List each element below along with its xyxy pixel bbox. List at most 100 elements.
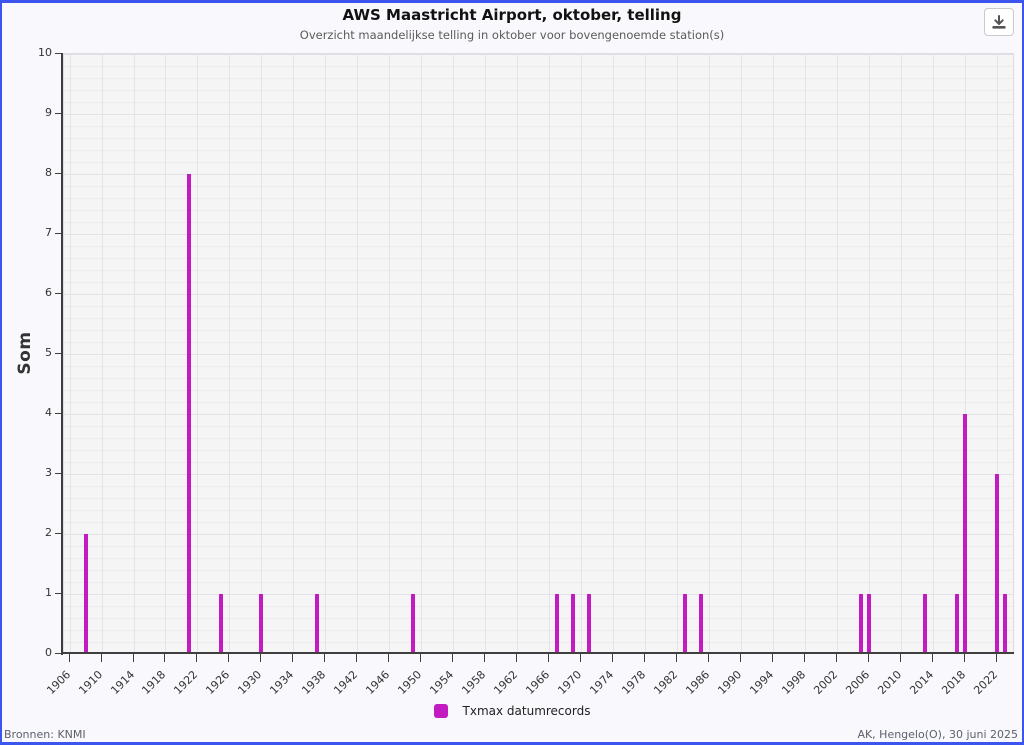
gridline-vertical: [645, 54, 646, 652]
x-axis-tick: [292, 654, 293, 662]
bar[interactable]: [571, 594, 575, 652]
gridline-minor: [64, 521, 1013, 523]
gridline-minor: [64, 581, 1013, 583]
x-axis-tick: [580, 654, 581, 662]
gridline-minor: [64, 437, 1013, 439]
gridline-vertical: [773, 54, 774, 652]
y-axis-line: [61, 53, 63, 655]
gridline-vertical: [677, 54, 678, 652]
y-axis-tick: [55, 292, 62, 294]
gridline-vertical: [805, 54, 806, 652]
gridline-vertical: [421, 54, 422, 652]
gridline-minor: [64, 329, 1013, 331]
bar[interactable]: [1003, 594, 1007, 652]
gridline-minor: [64, 509, 1013, 511]
bar[interactable]: [923, 594, 927, 652]
gridline-minor: [64, 77, 1013, 79]
download-button[interactable]: [984, 8, 1014, 36]
bar[interactable]: [995, 474, 999, 652]
x-axis-tick: [612, 654, 613, 662]
bar[interactable]: [187, 174, 191, 652]
x-axis-tick: [420, 654, 421, 662]
gridline-minor: [64, 245, 1013, 247]
chart-subtitle: Overzicht maandelijkse telling in oktobe…: [299, 28, 725, 42]
gridline-minor: [64, 545, 1013, 547]
y-tick-label: 9: [45, 106, 52, 119]
gridline-major: [64, 54, 1013, 55]
bar[interactable]: [867, 594, 871, 652]
y-axis-tick: [55, 472, 62, 474]
footer-source: Bronnen: KNMI: [4, 728, 86, 741]
gridline-vertical: [613, 54, 614, 652]
gridline-minor: [64, 161, 1013, 163]
gridline-vertical: [134, 54, 135, 652]
gridline-vertical: [709, 54, 710, 652]
legend-item-txmax[interactable]: Txmax datumrecords: [433, 704, 590, 718]
bar[interactable]: [315, 594, 319, 652]
gridline-major: [64, 593, 1013, 595]
bar[interactable]: [555, 594, 559, 652]
y-axis-tick: [55, 592, 62, 594]
gridline-minor: [64, 617, 1013, 619]
bar[interactable]: [411, 594, 415, 652]
gridline-minor: [64, 197, 1013, 199]
bar[interactable]: [859, 594, 863, 652]
x-axis-line: [61, 652, 1014, 654]
gridline-vertical: [869, 54, 870, 652]
download-icon: [992, 15, 1006, 29]
gridline-vertical: [517, 54, 518, 652]
x-axis-tick: [196, 654, 197, 662]
plot-area: [63, 53, 1014, 653]
gridline-minor: [64, 461, 1013, 463]
gridline-major: [64, 533, 1013, 535]
bar[interactable]: [219, 594, 223, 652]
x-axis-tick: [996, 654, 997, 662]
x-axis-tick: [260, 654, 261, 662]
gridline-major: [64, 353, 1013, 355]
bar[interactable]: [587, 594, 591, 652]
bar[interactable]: [259, 594, 263, 652]
y-axis-tick: [55, 232, 62, 234]
y-axis-tick: [55, 412, 62, 414]
bar[interactable]: [699, 594, 703, 652]
bar[interactable]: [963, 414, 967, 652]
y-axis-tick: [55, 532, 62, 534]
gridline-minor: [64, 341, 1013, 343]
x-axis-tick: [644, 654, 645, 662]
y-axis-tick: [55, 652, 62, 654]
gridline-vertical: [197, 54, 198, 652]
y-tick-label: 4: [45, 406, 52, 419]
legend: Txmax datumrecords: [0, 704, 1024, 718]
gridline-major: [64, 413, 1013, 415]
gridline-minor: [64, 485, 1013, 487]
gridline-vertical: [229, 54, 230, 652]
bar[interactable]: [955, 594, 959, 652]
chart-title: AWS Maastricht Airport, oktober, telling: [342, 6, 682, 24]
gridline-minor: [64, 557, 1013, 559]
gridline-minor: [64, 425, 1013, 427]
gridline-major: [64, 293, 1013, 295]
gridline-vertical: [165, 54, 166, 652]
gridline-vertical: [965, 54, 966, 652]
footer-credit: AK, Hengelo(O), 30 juni 2025: [857, 728, 1018, 741]
gridline-minor: [64, 605, 1013, 607]
x-axis-tick: [388, 654, 389, 662]
gridline-minor: [64, 449, 1013, 451]
gridline-vertical: [293, 54, 294, 652]
x-axis-tick: [356, 654, 357, 662]
y-axis-tick: [55, 52, 62, 54]
x-axis-tick: [772, 654, 773, 662]
bar[interactable]: [683, 594, 687, 652]
gridline-minor: [64, 629, 1013, 631]
gridline-minor: [64, 401, 1013, 403]
gridline-vertical: [453, 54, 454, 652]
y-tick-label: 8: [45, 166, 52, 179]
x-axis-tick: [900, 654, 901, 662]
y-tick-label: 10: [38, 46, 52, 59]
gridline-major: [64, 233, 1013, 235]
gridline-vertical: [741, 54, 742, 652]
bar[interactable]: [84, 534, 88, 652]
gridline-minor: [64, 497, 1013, 499]
gridline-minor: [64, 185, 1013, 187]
x-axis-tick: [868, 654, 869, 662]
